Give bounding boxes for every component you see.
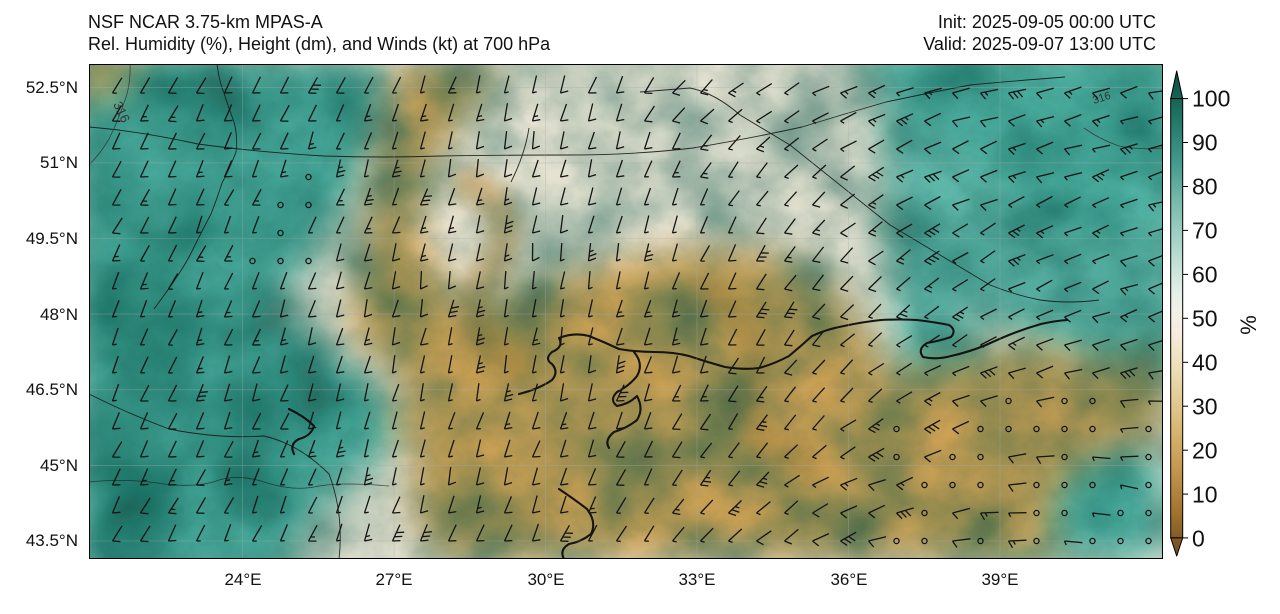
svg-text:80: 80 (1192, 174, 1218, 200)
svg-text:40: 40 (1192, 350, 1218, 376)
svg-text:20: 20 (1192, 438, 1218, 464)
svg-text:60: 60 (1192, 262, 1218, 288)
svg-text:30: 30 (1192, 394, 1218, 420)
svg-text:%: % (1236, 315, 1261, 335)
svg-text:0: 0 (1192, 526, 1205, 552)
svg-text:100: 100 (1192, 86, 1230, 112)
svg-text:10: 10 (1192, 482, 1218, 508)
svg-text:90: 90 (1192, 130, 1218, 156)
svg-text:70: 70 (1192, 218, 1218, 244)
svg-text:50: 50 (1192, 306, 1218, 332)
